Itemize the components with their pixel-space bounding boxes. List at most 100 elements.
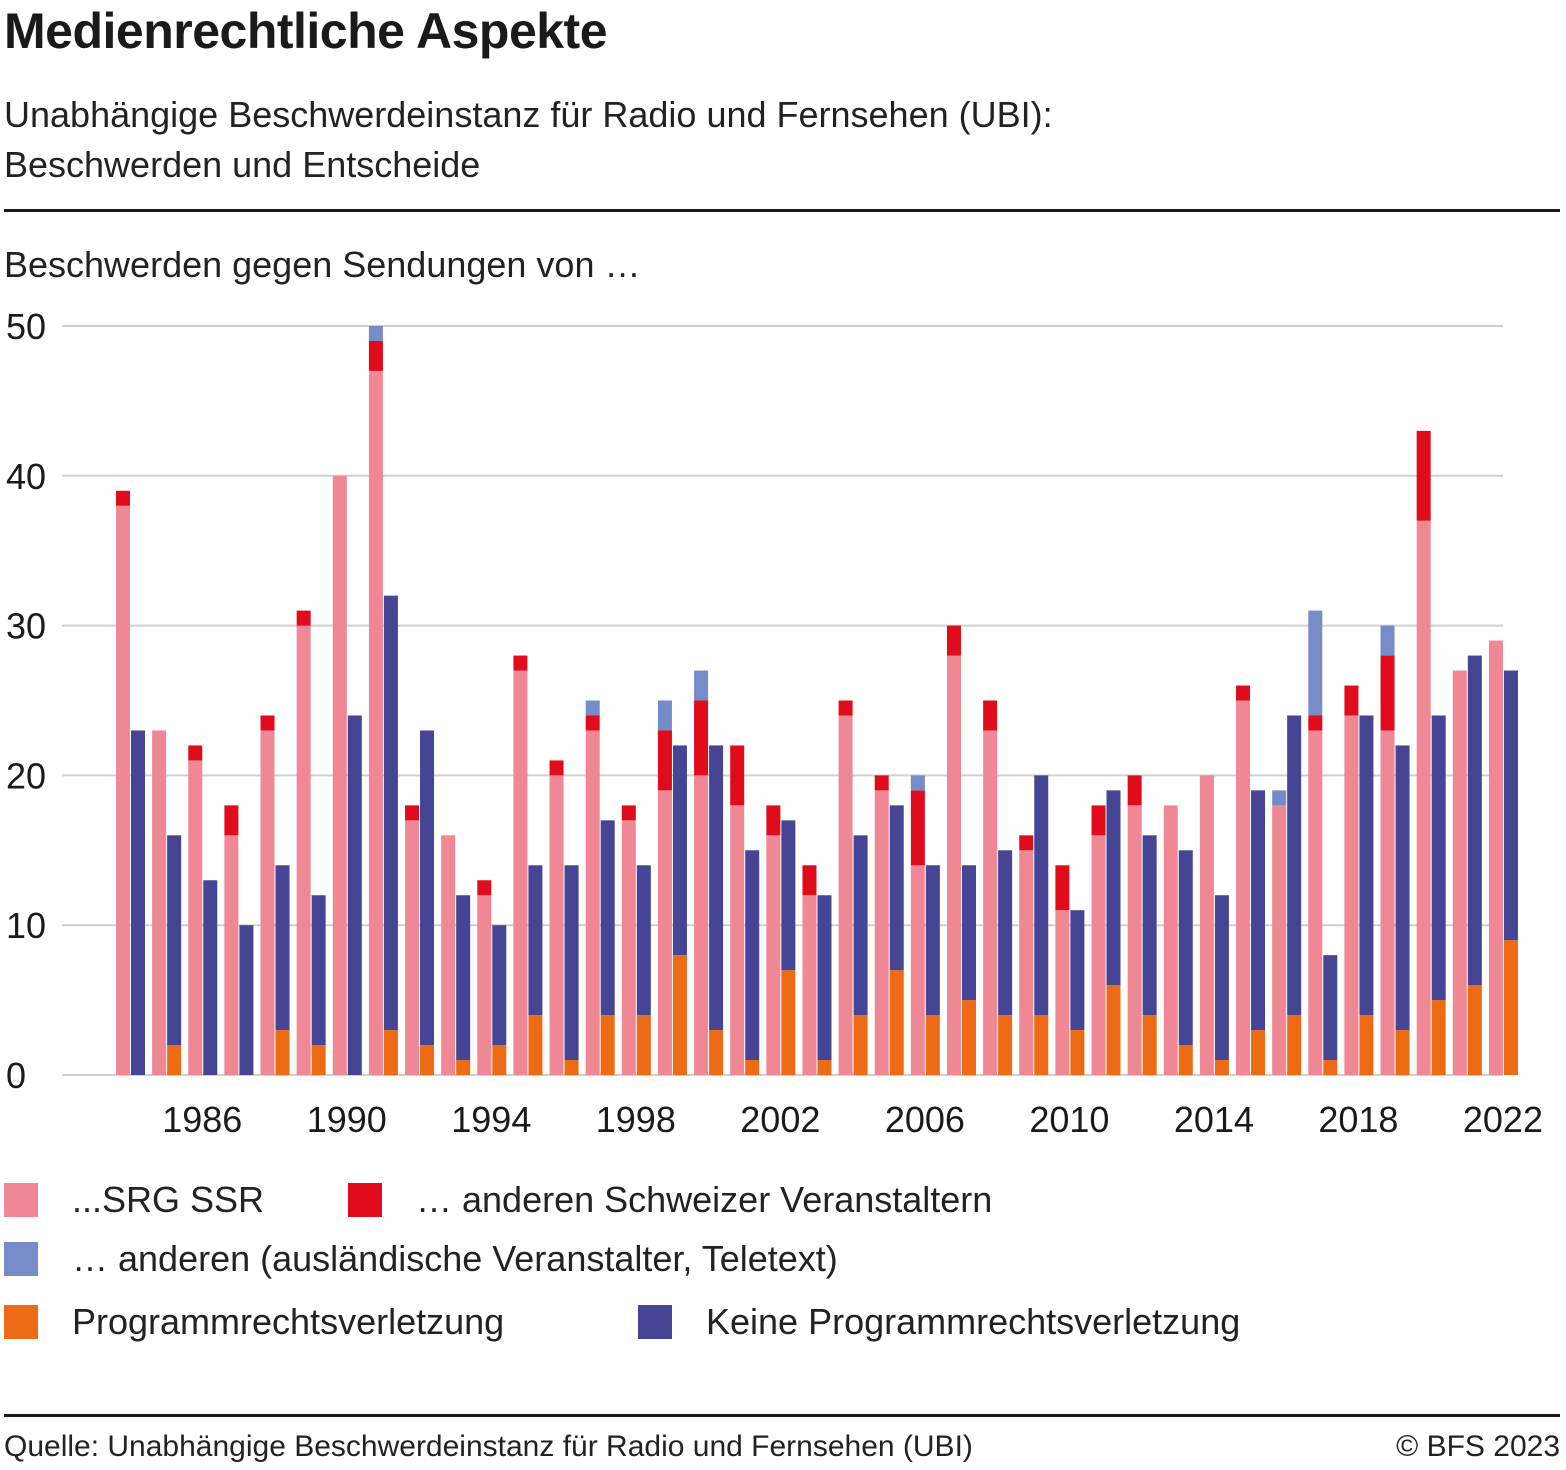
bar-segment-1991-anderen-ausl-ndische-veranstalter-teletext <box>368 326 383 341</box>
y-tick-label: 30 <box>6 606 46 647</box>
bar-segment-2017-srg-ssr <box>1308 730 1323 1075</box>
bar-segment-2013-programmrechtsverletzung <box>1178 1045 1193 1075</box>
bar-segment-2005-srg-ssr <box>874 790 889 1075</box>
bar-segment-2000-srg-ssr <box>694 775 709 1075</box>
bar-segment-2011-keine-programmrechtsverletzung <box>1106 790 1121 986</box>
bar-segment-2006-srg-ssr <box>910 865 925 1075</box>
x-tick-label: 1986 <box>162 1099 242 1140</box>
bar-segment-2007-anderen-schweizer-veranstaltern <box>946 625 961 656</box>
bar-segment-1995-programmrechtsverletzung <box>528 1015 543 1075</box>
bar-segment-1999-srg-ssr <box>657 790 672 1075</box>
bar-segment-1984-anderen-schweizer-veranstaltern <box>116 490 130 506</box>
bar-segment-1992-srg-ssr <box>405 820 420 1075</box>
bar-segment-1991-keine-programmrechtsverletzung <box>383 595 398 1031</box>
bar-segment-2001-anderen-schweizer-veranstaltern <box>730 745 745 806</box>
legend-item-violation: Programmrechtsverletzung <box>4 1301 504 1342</box>
x-tick-label: 1994 <box>451 1099 531 1140</box>
bar-segment-2007-keine-programmrechtsverletzung <box>961 865 976 1001</box>
bar-segment-1998-keine-programmrechtsverletzung <box>636 865 651 1016</box>
bar-segment-1985-srg-ssr <box>152 730 167 1075</box>
x-tick-label: 2010 <box>1029 1099 1109 1140</box>
bar-segment-2008-programmrechtsverletzung <box>998 1015 1013 1075</box>
bar-segment-1995-keine-programmrechtsverletzung <box>528 865 543 1016</box>
bar-segment-1999-anderen-ausl-ndische-veranstalter-teletext <box>657 700 672 731</box>
bar-segment-2008-keine-programmrechtsverletzung <box>998 850 1013 1016</box>
bar-segment-1993-srg-ssr <box>441 835 456 1075</box>
bar-segment-1989-srg-ssr <box>296 625 311 1075</box>
bar-segment-2001-keine-programmrechtsverletzung <box>745 850 760 1061</box>
bar-segment-1988-anderen-schweizer-veranstaltern <box>260 715 275 731</box>
bar-segment-1997-keine-programmrechtsverletzung <box>600 820 615 1016</box>
chart-title: Medienrechtliche Aspekte <box>4 3 608 59</box>
legend-label: Keine Programmrechtsverletzung <box>706 1301 1241 1342</box>
bar-segment-2012-programmrechtsverletzung <box>1142 1015 1157 1075</box>
bar-segment-1988-keine-programmrechtsverletzung <box>275 865 290 1031</box>
bar-segment-2010-keine-programmrechtsverletzung <box>1070 910 1085 1031</box>
bar-segment-1988-srg-ssr <box>260 730 275 1075</box>
y-tick-label: 10 <box>6 905 46 946</box>
bar-segment-1991-programmrechtsverletzung <box>383 1030 398 1075</box>
bar-segment-1999-anderen-schweizer-veranstaltern <box>657 730 672 791</box>
bar-segment-2019-keine-programmrechtsverletzung <box>1395 745 1410 1031</box>
bar-segment-1998-programmrechtsverletzung <box>636 1015 651 1075</box>
bar-segment-2016-programmrechtsverletzung <box>1287 1015 1302 1075</box>
legend-item-no-violation: Keine Programmrechtsverletzung <box>638 1301 1241 1342</box>
bar-chart: 0 10 20 30 40 50 1986 1990 1994 1998 2002 2006 2010… <box>6 306 1543 1140</box>
x-tick-label: 2022 <box>1463 1099 1543 1140</box>
bar-segment-1994-keine-programmrechtsverletzung <box>492 925 507 1046</box>
bar-segment-2003-programmrechtsverletzung <box>817 1060 832 1075</box>
bar-segment-1996-srg-ssr <box>549 775 564 1075</box>
bar-segment-2017-programmrechtsverletzung <box>1323 1060 1338 1075</box>
y-tick-label: 50 <box>6 306 46 347</box>
x-axis-ticks: 1986 1990 1994 1998 2002 2006 2010 2014 2018 2022 <box>162 1099 1543 1140</box>
bar-segment-1998-anderen-schweizer-veranstaltern <box>621 805 636 821</box>
legend-swatch <box>4 1183 38 1217</box>
chart-subtitle: Unabhängige Beschwerdeinstanz für Radio … <box>4 90 1053 190</box>
bar-segment-2008-anderen-schweizer-veranstaltern <box>983 700 998 731</box>
bar-segment-2004-keine-programmrechtsverletzung <box>853 835 868 1016</box>
bar-segment-2014-srg-ssr <box>1199 775 1214 1075</box>
legend-item-srg: ...SRG SSR <box>4 1179 265 1220</box>
bar-segment-2020-anderen-schweizer-veranstaltern <box>1416 430 1431 521</box>
bar-segment-2019-srg-ssr <box>1380 730 1395 1075</box>
bar-segment-1984-srg-ssr <box>116 505 130 1075</box>
x-tick-label: 2006 <box>885 1099 965 1140</box>
legend-label: ...SRG SSR <box>72 1179 265 1220</box>
bar-segment-2007-programmrechtsverletzung <box>961 1000 976 1075</box>
bar-segment-1992-anderen-schweizer-veranstaltern <box>405 805 420 821</box>
bar-segment-2017-anderen-ausl-ndische-veranstalter-teletext <box>1308 610 1323 716</box>
bar-segment-2003-keine-programmrechtsverletzung <box>817 895 832 1061</box>
bar-segment-2020-srg-ssr <box>1416 520 1431 1075</box>
bar-segment-2014-keine-programmrechtsverletzung <box>1214 895 1229 1061</box>
bar-segment-2009-anderen-schweizer-veranstaltern <box>1019 835 1034 851</box>
x-tick-label: 1990 <box>307 1099 387 1140</box>
y-tick-label: 40 <box>6 456 46 497</box>
bar-segment-1986-srg-ssr <box>188 760 203 1075</box>
bar-segment-2020-keine-programmrechtsverletzung <box>1431 715 1446 1001</box>
bar-segment-2000-anderen-schweizer-veranstaltern <box>694 700 709 776</box>
bar-segment-1984-keine-programmrechtsverletzung <box>131 730 145 1075</box>
bar-segment-2019-programmrechtsverletzung <box>1395 1030 1410 1075</box>
bar-segment-2004-anderen-schweizer-veranstaltern <box>838 700 853 716</box>
bar-segment-2018-programmrechtsverletzung <box>1359 1015 1374 1075</box>
footer-divider <box>4 1414 1560 1417</box>
bar-segment-2015-srg-ssr <box>1236 700 1251 1075</box>
bar-segment-1986-keine-programmrechtsverletzung <box>203 880 218 1075</box>
bar-segment-2000-keine-programmrechtsverletzung <box>709 745 724 1031</box>
bar-segment-2005-anderen-schweizer-veranstaltern <box>874 775 889 791</box>
bar-segment-2015-programmrechtsverletzung <box>1251 1030 1266 1075</box>
bar-segment-2022-programmrechtsverletzung <box>1503 940 1518 1075</box>
bar-segment-2001-srg-ssr <box>730 805 745 1075</box>
bar-segment-2011-programmrechtsverletzung <box>1106 985 1121 1075</box>
bar-segment-2010-programmrechtsverletzung <box>1070 1030 1085 1075</box>
bar-segment-1991-anderen-schweizer-veranstaltern <box>368 340 383 371</box>
bar-segment-2004-srg-ssr <box>838 715 853 1075</box>
header-divider <box>4 209 1560 212</box>
bar-segment-2011-srg-ssr <box>1091 835 1106 1075</box>
bar-segment-2006-anderen-ausl-ndische-veranstalter-teletext <box>910 775 925 791</box>
y-axis-ticks: 0 10 20 30 40 50 <box>6 306 46 1096</box>
bar-segment-1996-anderen-schweizer-veranstaltern <box>549 760 564 776</box>
legend-swatch <box>638 1305 672 1339</box>
bar-segment-2011-anderen-schweizer-veranstaltern <box>1091 805 1106 836</box>
bar-segment-1992-programmrechtsverletzung <box>420 1045 435 1075</box>
